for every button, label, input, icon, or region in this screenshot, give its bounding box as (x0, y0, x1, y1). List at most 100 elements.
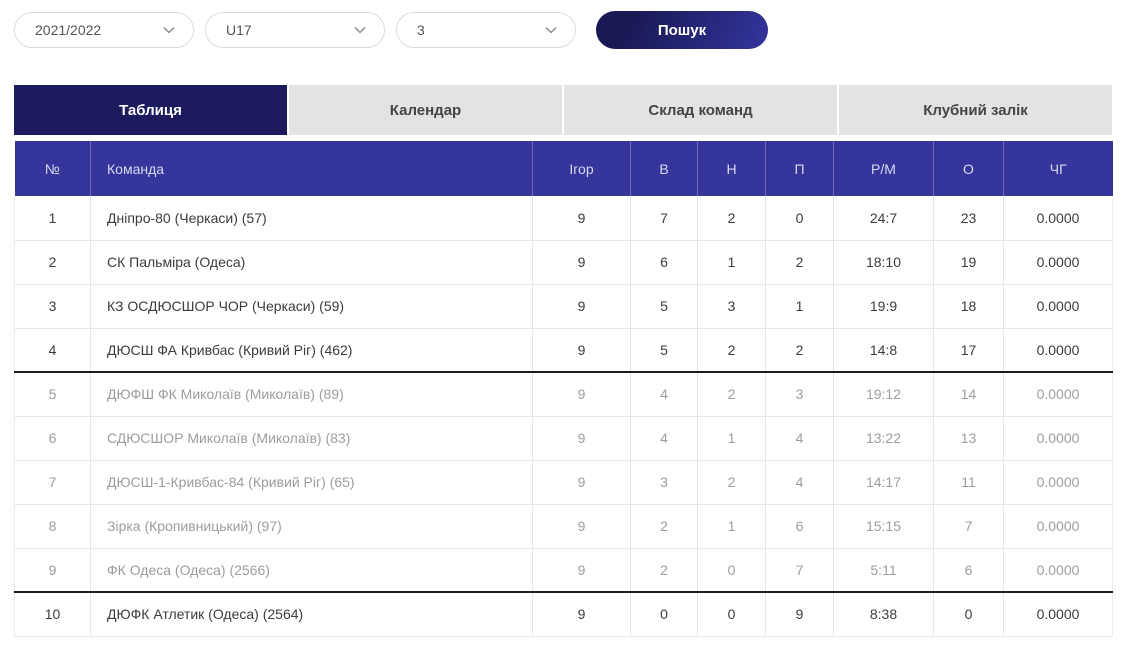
col-header-fairplay: ЧГ (1003, 141, 1113, 196)
cell-wins: 7 (630, 196, 698, 241)
chevron-down-icon (354, 26, 366, 34)
cell-draws: 2 (697, 196, 766, 241)
cell-position: 3 (14, 284, 91, 329)
table-row: 9 ФК Одеса (Одеса) (2566) 9 2 0 7 5:11 6… (14, 548, 1113, 593)
cell-draws: 1 (697, 416, 766, 461)
cell-losses: 3 (765, 372, 834, 417)
standings-table: № Команда Ігор В Н П Р/М О ЧГ 1 Дніпро-8… (14, 141, 1113, 637)
cell-position: 9 (14, 548, 91, 593)
cell-losses: 2 (765, 240, 834, 285)
round-dropdown[interactable]: 3 (396, 12, 576, 48)
cell-fairplay: 0.0000 (1003, 504, 1113, 549)
cell-points: 7 (933, 504, 1004, 549)
cell-position: 5 (14, 372, 91, 417)
cell-position: 8 (14, 504, 91, 549)
cell-fairplay: 0.0000 (1003, 328, 1113, 373)
cell-losses: 9 (765, 592, 834, 637)
col-header-games: Ігор (532, 141, 631, 196)
cell-games: 9 (532, 372, 631, 417)
cell-fairplay: 0.0000 (1003, 416, 1113, 461)
cell-points: 19 (933, 240, 1004, 285)
cell-losses: 7 (765, 548, 834, 593)
table-row: 7 ДЮСШ-1-Кривбас-84 (Кривий Ріг) (65) 9 … (14, 460, 1113, 505)
standings-body: 1 Дніпро-80 (Черкаси) (57) 9 7 2 0 24:7 … (14, 196, 1113, 637)
cell-goal-ratio: 19:12 (833, 372, 934, 417)
table-row: 1 Дніпро-80 (Черкаси) (57) 9 7 2 0 24:7 … (14, 196, 1113, 241)
cell-fairplay: 0.0000 (1003, 548, 1113, 593)
cell-team-name: СК Пальміра (Одеса) (90, 240, 533, 285)
cell-fairplay: 0.0000 (1003, 460, 1113, 505)
cell-fairplay: 0.0000 (1003, 240, 1113, 285)
chevron-down-icon (163, 26, 175, 34)
cell-draws: 3 (697, 284, 766, 329)
cell-points: 0 (933, 592, 1004, 637)
cell-losses: 4 (765, 416, 834, 461)
cell-goal-ratio: 13:22 (833, 416, 934, 461)
cell-wins: 0 (630, 592, 698, 637)
cell-losses: 1 (765, 284, 834, 329)
cell-games: 9 (532, 548, 631, 593)
cell-wins: 3 (630, 460, 698, 505)
tab-table[interactable]: Таблиця (14, 85, 287, 135)
cell-team-name: СДЮСШОР Миколаїв (Миколаїв) (83) (90, 416, 533, 461)
col-header-team: Команда (90, 141, 533, 196)
table-row: 5 ДЮФШ ФК Миколаїв (Миколаїв) (89) 9 4 2… (14, 372, 1113, 417)
cell-wins: 5 (630, 284, 698, 329)
cell-position: 1 (14, 196, 91, 241)
cell-team-name: КЗ ОСДЮСШОР ЧОР (Черкаси) (59) (90, 284, 533, 329)
cell-points: 11 (933, 460, 1004, 505)
cell-fairplay: 0.0000 (1003, 284, 1113, 329)
cell-team-name: Дніпро-80 (Черкаси) (57) (90, 196, 533, 241)
cell-goal-ratio: 8:38 (833, 592, 934, 637)
cell-draws: 1 (697, 504, 766, 549)
standings-header: № Команда Ігор В Н П Р/М О ЧГ (14, 141, 1113, 196)
cell-position: 10 (14, 592, 91, 637)
col-header-goal-ratio: Р/М (833, 141, 934, 196)
table-row: 2 СК Пальміра (Одеса) 9 6 1 2 18:10 19 0… (14, 240, 1113, 285)
col-header-points: О (933, 141, 1004, 196)
cell-goal-ratio: 18:10 (833, 240, 934, 285)
cell-position: 7 (14, 460, 91, 505)
col-header-losses: П (765, 141, 834, 196)
cell-games: 9 (532, 504, 631, 549)
cell-losses: 2 (765, 328, 834, 373)
age-group-dropdown[interactable]: U17 (205, 12, 385, 48)
cell-goal-ratio: 5:11 (833, 548, 934, 593)
cell-goal-ratio: 19:9 (833, 284, 934, 329)
cell-games: 9 (532, 592, 631, 637)
chevron-down-icon (545, 26, 557, 34)
season-value: 2021/2022 (35, 22, 102, 38)
round-value: 3 (417, 22, 425, 38)
cell-games: 9 (532, 416, 631, 461)
cell-draws: 2 (697, 372, 766, 417)
tab-bar: Таблиця Календар Склад команд Клубний за… (14, 85, 1112, 135)
search-button[interactable]: Пошук (596, 11, 768, 49)
table-row: 3 КЗ ОСДЮСШОР ЧОР (Черкаси) (59) 9 5 3 1… (14, 284, 1113, 329)
cell-losses: 6 (765, 504, 834, 549)
season-dropdown[interactable]: 2021/2022 (14, 12, 194, 48)
tab-calendar[interactable]: Календар (289, 85, 562, 135)
cell-fairplay: 0.0000 (1003, 372, 1113, 417)
cell-team-name: Зірка (Кропивницький) (97) (90, 504, 533, 549)
cell-wins: 4 (630, 416, 698, 461)
cell-wins: 4 (630, 372, 698, 417)
cell-points: 23 (933, 196, 1004, 241)
tab-club-ranking[interactable]: Клубний залік (839, 85, 1112, 135)
table-row: 6 СДЮСШОР Миколаїв (Миколаїв) (83) 9 4 1… (14, 416, 1113, 461)
cell-team-name: ДЮФШ ФК Миколаїв (Миколаїв) (89) (90, 372, 533, 417)
cell-games: 9 (532, 196, 631, 241)
cell-draws: 0 (697, 592, 766, 637)
tab-squads[interactable]: Склад команд (564, 85, 837, 135)
cell-points: 18 (933, 284, 1004, 329)
cell-position: 6 (14, 416, 91, 461)
cell-team-name: ДЮФК Атлетик (Одеса) (2564) (90, 592, 533, 637)
cell-wins: 6 (630, 240, 698, 285)
cell-points: 6 (933, 548, 1004, 593)
cell-wins: 2 (630, 504, 698, 549)
cell-fairplay: 0.0000 (1003, 196, 1113, 241)
table-row: 4 ДЮСШ ФА Кривбас (Кривий Ріг) (462) 9 5… (14, 328, 1113, 373)
cell-games: 9 (532, 328, 631, 373)
col-header-wins: В (630, 141, 698, 196)
cell-games: 9 (532, 240, 631, 285)
